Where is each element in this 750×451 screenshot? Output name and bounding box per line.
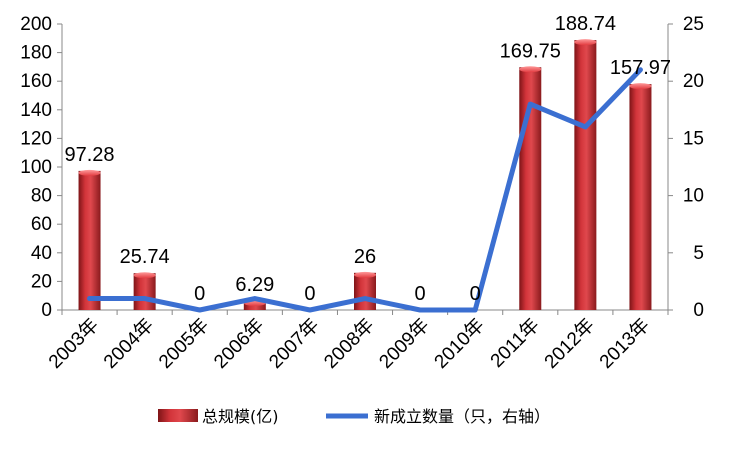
bar	[629, 84, 652, 310]
right-tick-label: 20	[683, 71, 704, 92]
axes: 0 20 40 60 80 100 120 140 160 180 200 0 5 10 15 20 25 200…	[20, 14, 704, 373]
legend: 总规模(亿) 新成立数量（只，右轴）	[158, 407, 550, 426]
x-tick-label: 2005年	[154, 314, 213, 373]
bar-value-label: 188.74	[555, 13, 616, 35]
left-tick-label: 120	[20, 128, 52, 149]
bar-value-label: 0	[194, 283, 205, 305]
x-tick-label: 2004年	[99, 314, 158, 373]
x-tick-label: 2008年	[320, 314, 379, 373]
series-line	[87, 67, 643, 313]
bar-value-label: 0	[415, 283, 426, 305]
bar-cap	[519, 66, 542, 73]
left-tick-label: 0	[41, 300, 52, 321]
left-tick-label: 100	[20, 157, 52, 178]
bar-cap	[133, 272, 156, 279]
x-tick-label: 2009年	[375, 314, 434, 373]
left-tick-label: 180	[20, 43, 52, 64]
left-tick-label: 80	[31, 186, 52, 207]
legend-label-line: 新成立数量（只，右轴）	[374, 407, 550, 426]
line-series	[87, 67, 643, 313]
x-tick-label: 2006年	[209, 314, 268, 373]
right-tick-label: 15	[683, 128, 704, 149]
x-tick-label: 2007年	[265, 314, 324, 373]
bar-value-label: 6.29	[235, 274, 274, 296]
data-labels: 97.28 25.74 0 6.29 0 26 0 0 169.75 188.74 157.97	[65, 13, 672, 305]
left-tick-label: 200	[20, 14, 52, 35]
x-tick-label: 2011年	[486, 314, 544, 372]
bar-cap	[574, 39, 597, 46]
bar-value-label: 25.74	[120, 246, 170, 268]
bar-value-label: 0	[470, 283, 481, 305]
left-tick-label: 60	[31, 214, 52, 235]
x-tick-label: 2012年	[540, 314, 599, 373]
legend-label-bar: 总规模(亿)	[202, 407, 279, 426]
bar-value-label: 169.75	[500, 40, 561, 62]
right-tick-label: 0	[693, 300, 704, 321]
right-tick-label: 10	[683, 186, 704, 207]
x-tick-label: 2013年	[595, 314, 654, 373]
left-tick-label: 140	[20, 100, 52, 121]
bar	[574, 40, 597, 310]
bar	[354, 272, 376, 310]
right-tick-label: 25	[683, 14, 704, 35]
bars	[78, 39, 652, 310]
bar-value-label: 26	[354, 246, 376, 268]
x-tick-label: 2003年	[44, 314, 103, 373]
bar-value-label: 0	[304, 283, 315, 305]
left-tick-label: 40	[31, 243, 52, 264]
left-tick-label: 20	[31, 271, 52, 292]
bar-value-label: 157.97	[610, 57, 671, 79]
bar-value-label: 97.28	[65, 144, 115, 166]
right-tick-label: 5	[693, 243, 704, 264]
left-tick-label: 160	[20, 71, 52, 92]
bar	[78, 170, 101, 310]
bar-cap	[78, 169, 101, 176]
legend-swatch-bar	[158, 409, 198, 422]
bar-cap	[354, 271, 376, 278]
x-tick-label: 2010年	[430, 314, 489, 373]
bar	[133, 273, 156, 310]
bar-cap	[629, 83, 652, 90]
